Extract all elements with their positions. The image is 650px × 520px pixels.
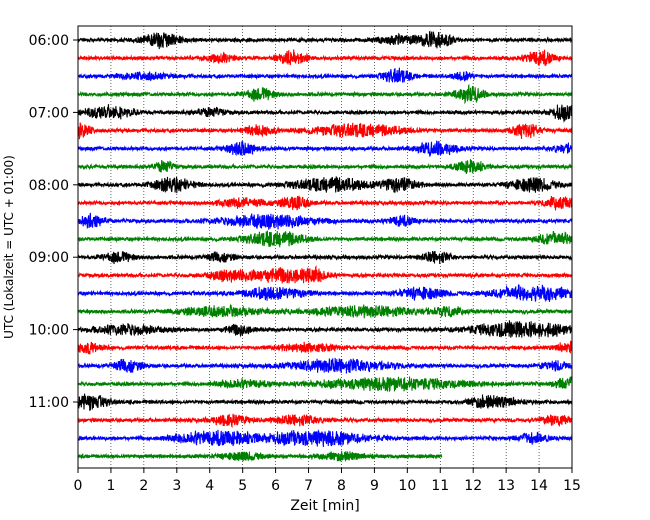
trace-row-1015 <box>77 340 573 355</box>
x-tick-label: 14 <box>530 478 548 494</box>
trace-row-1000 <box>77 320 573 338</box>
trace-row-0915 <box>77 264 573 284</box>
y-axis-label: UTC (Lokalzeit = UTC + 01:00) <box>2 155 16 339</box>
trace-row-0930 <box>77 283 573 303</box>
trace-row-0645 <box>77 83 573 105</box>
trace-row-1100 <box>77 393 573 411</box>
trace-row-0745 <box>77 159 573 174</box>
x-tick-label: 6 <box>271 478 280 494</box>
trace-row-0700 <box>77 103 573 123</box>
x-tick-label: 12 <box>464 478 482 494</box>
y-tick-label: 06:00 <box>29 33 69 49</box>
trace-row-0830 <box>77 212 573 230</box>
x-tick-label: 13 <box>497 478 515 494</box>
trace-row-1130 <box>77 429 573 447</box>
x-tick-label: 5 <box>238 478 247 494</box>
y-tick-label: 11:00 <box>29 395 69 411</box>
trace-row-1145 <box>77 450 443 463</box>
trace-row-0730 <box>77 140 573 157</box>
trace-row-1030 <box>77 357 573 374</box>
trace-row-0800 <box>77 176 573 194</box>
x-tick-label: 8 <box>337 478 346 494</box>
trace-row-1115 <box>77 413 573 429</box>
trace-row-0600 <box>77 30 573 50</box>
trace-row-0630 <box>77 67 573 83</box>
x-tick-label: 15 <box>563 478 581 494</box>
plot-frame <box>77 25 573 469</box>
x-tick-label: 4 <box>205 478 214 494</box>
trace-row-1045 <box>77 376 573 393</box>
trace-row-0900 <box>77 250 573 265</box>
trace-row-0845 <box>77 230 573 248</box>
x-tick-label: 7 <box>304 478 313 494</box>
x-tick-label: 11 <box>431 478 449 494</box>
x-tick-label: 9 <box>370 478 379 494</box>
x-tick-label: 0 <box>74 478 83 494</box>
x-tick-label: 3 <box>172 478 181 494</box>
trace-row-0815 <box>77 195 573 211</box>
traces <box>77 30 573 463</box>
x-tick-label: 10 <box>398 478 416 494</box>
y-tick-label: 07:00 <box>29 105 69 121</box>
x-axis-label: Zeit [min] <box>290 498 359 514</box>
y-tick-label: 09:00 <box>29 250 69 266</box>
trace-row-0945 <box>77 303 573 319</box>
x-axis: 0 1 2 3 4 5 6 7 8 9 10 11 12 13 14 15 <box>74 468 581 494</box>
y-tick-label: 10:00 <box>29 323 69 339</box>
y-axis: 06:00 07:00 08:00 09:00 10:00 11:00 <box>29 33 78 411</box>
x-tick-label: 1 <box>106 478 115 494</box>
x-tick-label: 2 <box>139 478 148 494</box>
y-tick-label: 08:00 <box>29 178 69 194</box>
trace-row-0615 <box>77 49 573 66</box>
trace-row-0715 <box>77 122 573 140</box>
